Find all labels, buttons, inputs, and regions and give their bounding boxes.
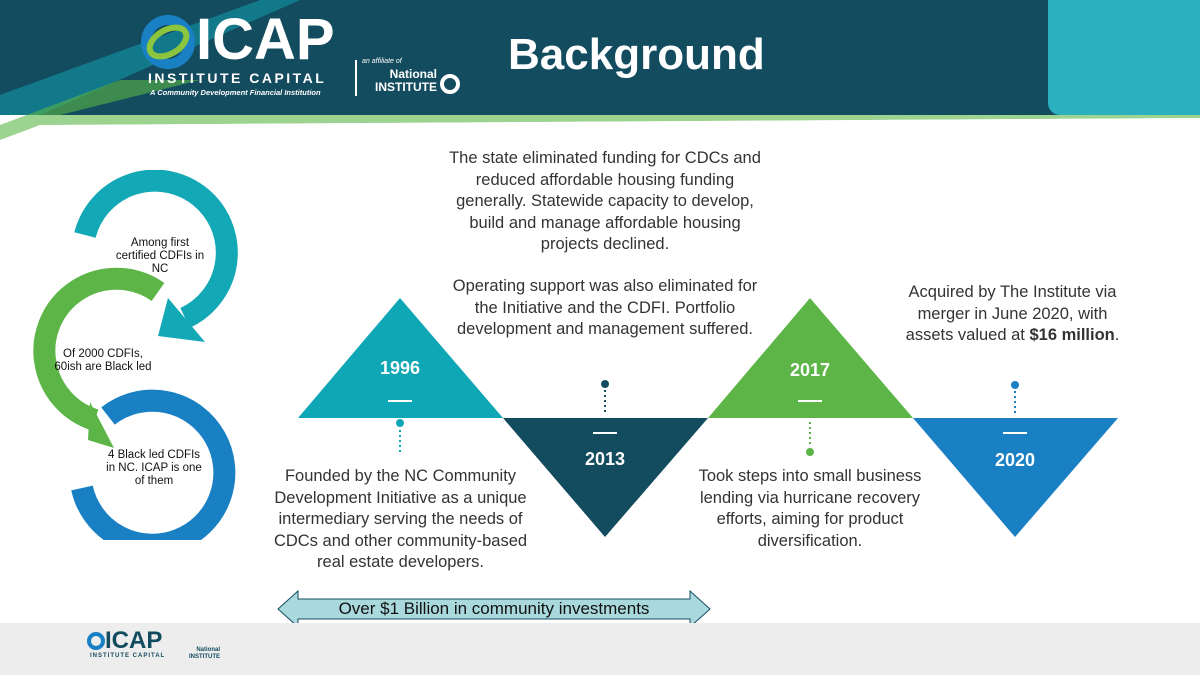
event-2020-end: . <box>1114 326 1120 344</box>
dash <box>388 400 412 402</box>
event-2013-text2: Operating support was also eliminated fo… <box>452 277 758 338</box>
cycle-item-1: Among first certified CDFIs in NC <box>115 237 205 275</box>
logo-name: INSTITUTE CAPITAL <box>148 70 327 86</box>
triangle-1996 <box>298 298 503 418</box>
cycle-item-2: Of 2000 CDFIs, 60ish are Black led <box>54 348 152 373</box>
triangle-2020 <box>913 418 1118 537</box>
cycle-diagram <box>33 170 238 540</box>
event-2020-main: Acquired by The Institute via merger in … <box>905 283 1117 344</box>
affiliate-ring-icon <box>440 74 460 94</box>
footer-logo-name: INSTITUTE CAPITAL <box>90 653 166 659</box>
triangle-2017 <box>708 298 913 418</box>
event-2013-text: The state eliminated funding for CDCs an… <box>449 149 761 253</box>
affiliate-name: National INSTITUTE <box>375 67 437 94</box>
event-2017-text: Took steps into small business lending v… <box>698 467 922 550</box>
event-2020-amount: $16 million <box>1029 326 1115 344</box>
year-2020: 2020 <box>994 450 1036 470</box>
dash <box>1003 432 1027 434</box>
footer-affiliate: National INSTITUTE <box>189 647 220 660</box>
logo-brand: ICAP <box>196 7 335 72</box>
page-title: Background <box>508 30 765 79</box>
year-1996: 1996 <box>379 358 421 378</box>
footer-logo-brand: ICAP <box>105 627 163 654</box>
dash <box>593 432 617 434</box>
cycle-item-3: 4 Black led CDFIs in NC. ICAP is one of … <box>106 449 202 487</box>
affiliate-prefix: an affiliate of <box>362 58 402 65</box>
event-2020-text: Acquired by The Institute via merger in … <box>900 282 1125 347</box>
header-band <box>0 0 1200 115</box>
icap-logo: ICAP INSTITUTE CAPITAL A Community Devel… <box>140 10 340 100</box>
year-2013: 2013 <box>584 449 626 469</box>
investment-banner-text: Over $1 Billion in community investments <box>338 599 650 618</box>
logo-mark-icon <box>141 15 195 69</box>
investment-arrow <box>277 589 711 629</box>
logo-tagline: A Community Development Financial Instit… <box>150 88 321 97</box>
event-1996-text: Founded by the NC Community Development … <box>273 467 528 571</box>
year-2017: 2017 <box>789 360 831 380</box>
footer-band <box>0 623 1200 675</box>
footer-logo-mark-icon <box>87 632 105 650</box>
dash <box>798 400 822 402</box>
logo-divider <box>355 60 357 96</box>
triangle-2013 <box>503 418 708 537</box>
